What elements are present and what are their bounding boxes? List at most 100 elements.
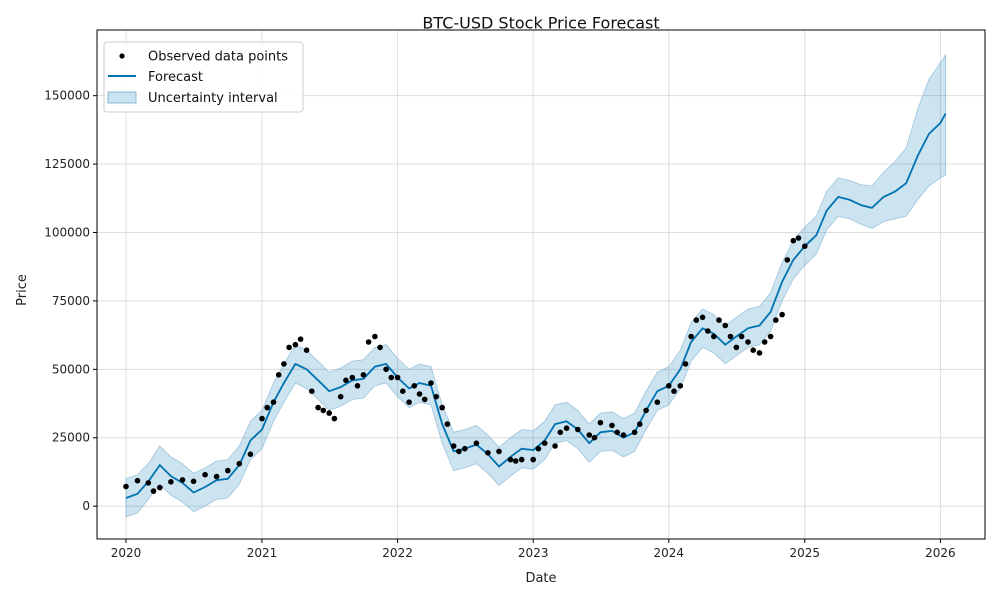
observed-point [439, 404, 446, 411]
legend-observed-marker [119, 53, 125, 59]
observed-point [654, 399, 661, 406]
observed-point [145, 480, 152, 486]
observed-point [360, 372, 367, 378]
observed-point [213, 473, 220, 480]
observed-point [331, 415, 338, 422]
observed-point [416, 391, 423, 397]
observed-point [671, 388, 677, 395]
observed-point [557, 429, 564, 436]
observed-point [428, 380, 434, 386]
observed-point [157, 484, 163, 491]
observed-point [518, 456, 525, 463]
x-tick-label: 2023 [518, 546, 549, 560]
observed-point [609, 422, 615, 429]
observed-point [722, 322, 729, 329]
legend-interval-label: Uncertainty interval [148, 91, 278, 106]
x-tick-label: 2022 [382, 546, 413, 560]
observed-point [597, 419, 604, 426]
observed-point [354, 383, 361, 389]
observed-point [727, 333, 734, 340]
legend-observed-label: Observed data points [148, 50, 288, 65]
observed-point [411, 383, 418, 389]
observed-point [462, 445, 468, 452]
observed-point [745, 339, 751, 345]
chart-title: BTC-USD Stock Price Forecast [422, 14, 659, 33]
observed-point [309, 388, 315, 395]
observed-point [575, 426, 581, 433]
y-axis-label: Price [15, 274, 30, 306]
observed-point [643, 407, 649, 414]
x-tick-label: 2024 [654, 546, 685, 560]
observed-point [699, 314, 706, 321]
plot-frame [96, 29, 986, 540]
observed-point [337, 393, 344, 400]
observed-data-points [123, 235, 808, 494]
observed-point [530, 456, 536, 463]
observed-point [784, 257, 791, 263]
observed-point [733, 344, 740, 351]
observed-point [563, 425, 570, 432]
observed-point [693, 317, 700, 323]
y-tick-label: 0 [82, 499, 90, 513]
observed-point [270, 399, 277, 406]
observed-point [688, 333, 694, 340]
observed-point [264, 404, 271, 411]
observed-point [756, 350, 763, 356]
observed-point [349, 374, 356, 381]
observed-point [631, 429, 638, 436]
observed-point [123, 483, 129, 490]
observed-point [406, 399, 412, 406]
observed-point [637, 421, 643, 427]
observed-point [394, 374, 401, 381]
observed-point [620, 432, 627, 438]
observed-point [377, 344, 383, 351]
x-tick-label: 2025 [790, 546, 821, 560]
observed-point [365, 339, 372, 345]
legend: Observed data points Forecast Uncertaint… [103, 41, 304, 113]
x-tick-label: 2021 [247, 546, 278, 560]
observed-point [591, 434, 598, 441]
y-tick-label: 25000 [52, 431, 90, 445]
y-tick-label: 125000 [44, 157, 90, 171]
y-axis-ticks: 0 25000 50000 75000 100000 125000 150000 [44, 89, 97, 513]
x-axis-label: Date [525, 571, 556, 586]
x-axis-ticks: 2020 2021 2022 2023 2024 2025 2026 [111, 539, 956, 560]
observed-point [473, 440, 480, 447]
observed-point [456, 448, 462, 455]
observed-point [150, 488, 157, 494]
observed-point [586, 432, 593, 438]
observed-point [677, 383, 684, 389]
observed-point [372, 333, 378, 340]
y-tick-label: 150000 [44, 89, 90, 103]
legend-interval-patch [107, 91, 137, 104]
observed-point [225, 467, 231, 474]
observed-point [485, 450, 491, 456]
grid [97, 30, 985, 539]
observed-point [320, 407, 327, 414]
observed-point [711, 333, 717, 340]
x-tick-label: 2020 [111, 546, 142, 560]
observed-point [247, 451, 254, 458]
observed-point [134, 477, 141, 484]
observed-point [552, 443, 558, 449]
observed-point [802, 243, 808, 249]
observed-point [682, 361, 689, 367]
observed-point [773, 317, 779, 323]
observed-point [179, 477, 186, 483]
observed-point [614, 429, 620, 436]
y-tick-label: 100000 [44, 226, 90, 240]
observed-point [507, 456, 514, 463]
observed-point [383, 366, 389, 373]
observed-point [795, 235, 802, 241]
legend-forecast-label: Forecast [148, 70, 203, 85]
observed-point [790, 237, 797, 244]
observed-point [450, 443, 457, 449]
observed-point [202, 471, 208, 478]
observed-point [666, 383, 672, 389]
observed-point [236, 460, 243, 467]
y-tick-label: 50000 [52, 362, 90, 376]
forecast-line [125, 113, 947, 499]
observed-point [444, 421, 451, 427]
observed-point [512, 458, 519, 464]
